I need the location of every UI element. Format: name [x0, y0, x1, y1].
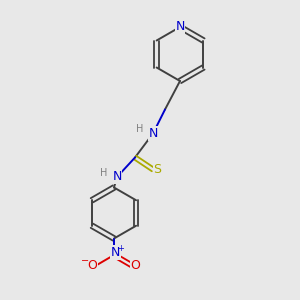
Text: +: + — [117, 244, 124, 253]
Text: N: N — [111, 246, 120, 259]
Text: O: O — [131, 259, 140, 272]
Text: N: N — [148, 127, 158, 140]
Text: N: N — [175, 20, 185, 34]
Text: −: − — [81, 256, 90, 266]
Text: H: H — [136, 124, 143, 134]
Text: N: N — [112, 170, 122, 184]
Text: S: S — [154, 163, 161, 176]
Text: O: O — [88, 259, 97, 272]
Text: H: H — [100, 167, 107, 178]
